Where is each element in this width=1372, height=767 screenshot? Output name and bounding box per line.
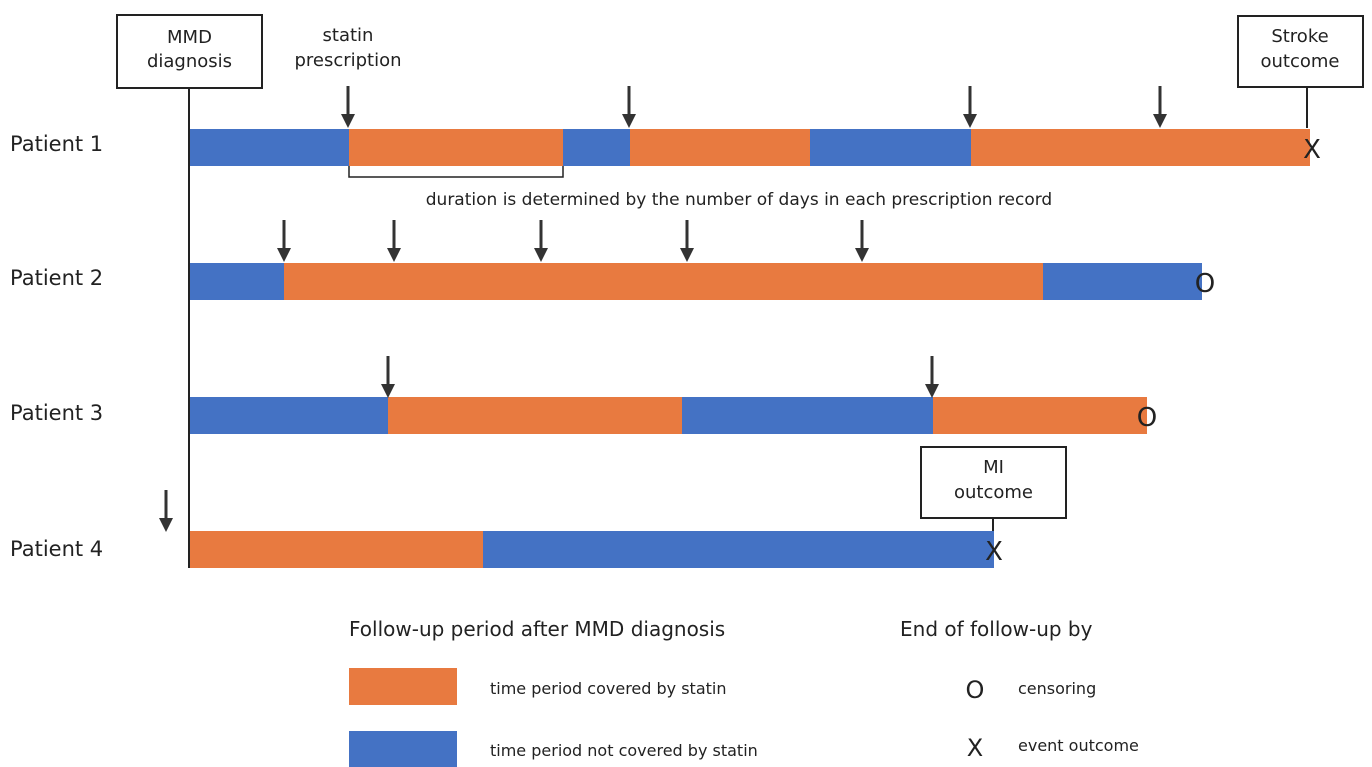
arrow-icon: [680, 220, 694, 262]
statin-label-line-2: prescription: [294, 50, 401, 71]
patient-4-label: Patient 4: [10, 537, 103, 561]
mi-outcome-box: MI outcome: [920, 446, 1067, 519]
segment-covered: [933, 397, 1147, 434]
stroke-box-line-1: Stroke: [1271, 26, 1328, 47]
segment-not-covered: [190, 263, 284, 300]
patient-3-end-marker: O: [1137, 403, 1157, 433]
patient-1-end-marker: X: [1303, 135, 1321, 165]
legend-not-covered-label: time period not covered by statin: [490, 741, 758, 760]
mi-box-line-1: MI: [983, 457, 1004, 478]
legend-follow-up-title: Follow-up period after MMD diagnosis: [349, 617, 725, 641]
segment-not-covered: [190, 129, 349, 166]
arrow-icon: [381, 356, 395, 398]
patient-4-end-marker: X: [985, 537, 1003, 567]
mmd-box-line-2: diagnosis: [147, 51, 232, 72]
patient-2-bar: [190, 263, 1202, 300]
prescription-arrows: [159, 86, 1167, 532]
patient-4-bar: [190, 531, 994, 568]
segment-covered: [971, 129, 1310, 166]
segment-not-covered: [483, 531, 994, 568]
segment-not-covered: [190, 397, 388, 434]
segment-covered: [349, 129, 563, 166]
statin-label-line-1: statin: [323, 25, 374, 46]
arrow-icon: [341, 86, 355, 128]
legend-covered-swatch: [349, 668, 457, 705]
legend: Follow-up period after MMD diagnosis tim…: [349, 617, 1139, 767]
legend-event-label: event outcome: [1018, 736, 1139, 755]
mmd-diagnosis-box: MMD diagnosis: [116, 14, 263, 89]
arrow-icon: [855, 220, 869, 262]
segment-covered: [190, 531, 483, 568]
arrow-icon: [963, 86, 977, 128]
stroke-outcome-box: Stroke outcome: [1237, 15, 1364, 88]
patient-1-label: Patient 1: [10, 132, 103, 156]
arrow-icon: [534, 220, 548, 262]
patient-2-end-marker: O: [1195, 269, 1215, 299]
segment-covered: [630, 129, 810, 166]
stroke-box-line-2: outcome: [1261, 51, 1340, 72]
segment-not-covered: [1043, 263, 1202, 300]
arrow-icon: [622, 86, 636, 128]
segment-not-covered: [810, 129, 971, 166]
mmd-box-line-1: MMD: [167, 27, 212, 48]
duration-bracket: [348, 166, 564, 178]
segment-covered: [388, 397, 682, 434]
legend-censor-symbol: O: [966, 676, 985, 704]
arrow-icon: [1153, 86, 1167, 128]
arrow-icon: [925, 356, 939, 398]
arrow-icon: [159, 490, 173, 532]
arrow-icon: [277, 220, 291, 262]
duration-note: duration is determined by the number of …: [426, 190, 1052, 210]
patient-1-bar: [190, 129, 1310, 166]
segment-covered: [284, 263, 1043, 300]
legend-not-covered-swatch: [349, 731, 457, 767]
patient-3-bar: [190, 397, 1147, 434]
legend-censor-label: censoring: [1018, 679, 1096, 698]
segment-not-covered: [563, 129, 630, 166]
segment-not-covered: [682, 397, 933, 434]
legend-event-symbol: X: [967, 734, 983, 762]
patient-2-label: Patient 2: [10, 266, 103, 290]
patient-3-label: Patient 3: [10, 401, 103, 425]
mi-box-line-2: outcome: [954, 482, 1033, 503]
legend-covered-label: time period covered by statin: [490, 679, 726, 698]
legend-end-title: End of follow-up by: [900, 617, 1093, 641]
arrow-icon: [387, 220, 401, 262]
